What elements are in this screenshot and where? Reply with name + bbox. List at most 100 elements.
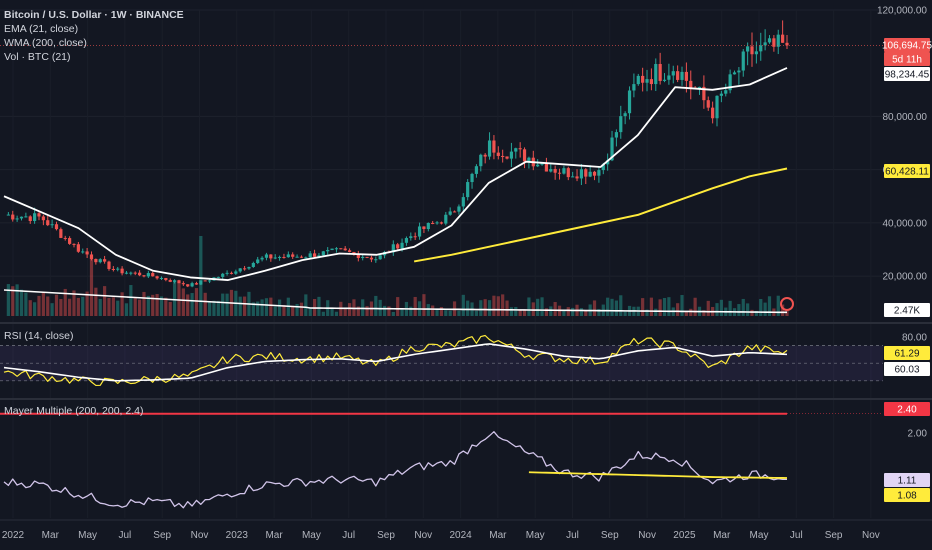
volume-bar xyxy=(553,302,557,316)
volume-bar xyxy=(549,306,553,316)
volume-bar xyxy=(41,292,45,316)
candle-body xyxy=(724,90,728,94)
volume-bar xyxy=(387,306,391,316)
time-tick-label: Mar xyxy=(42,530,60,541)
candle-body xyxy=(107,261,111,269)
volume-bar xyxy=(308,307,312,316)
candle-body xyxy=(781,34,785,43)
volume-bar xyxy=(422,294,426,316)
volume-bar xyxy=(347,303,352,316)
volume-bar xyxy=(785,309,789,316)
candle-body xyxy=(505,156,509,159)
volume-bar xyxy=(527,297,531,316)
candle-body xyxy=(763,42,767,46)
volume-bar xyxy=(597,308,601,316)
volume-bar xyxy=(207,301,212,316)
candle-body xyxy=(330,248,334,251)
time-tick-label: Mar xyxy=(265,530,283,541)
volume-bar xyxy=(11,286,15,316)
candle-body xyxy=(273,257,277,259)
volume-legend[interactable]: Vol · BTC (21) xyxy=(4,51,71,63)
volume-bar xyxy=(242,296,247,316)
candle-body xyxy=(737,70,741,73)
candle-body xyxy=(772,38,776,47)
time-tick-label: May xyxy=(750,530,769,541)
volume-value-tag: 2.47K xyxy=(894,306,920,317)
wma-line xyxy=(413,167,788,263)
time-tick-label: 2025 xyxy=(673,530,696,541)
time-tick-label: Mar xyxy=(713,530,731,541)
candle-body xyxy=(28,216,32,222)
candle-body xyxy=(470,173,474,183)
rsi-line xyxy=(3,334,788,387)
indicator-lines xyxy=(0,45,883,281)
alert-marker-icon[interactable] xyxy=(780,297,794,311)
volume-bar xyxy=(509,307,514,316)
candle-body xyxy=(151,273,155,277)
ema-legend[interactable]: EMA (21, close) xyxy=(4,23,79,35)
candle-body xyxy=(277,256,282,258)
price-tick-label: 40,000.00 xyxy=(883,218,928,229)
volume-bar xyxy=(89,258,94,316)
volume-bar xyxy=(562,309,566,316)
volume-bar xyxy=(133,297,137,316)
candle-body xyxy=(304,257,308,259)
volume-bar xyxy=(592,300,597,316)
volume-bar xyxy=(365,306,369,316)
time-tick-label: Nov xyxy=(862,530,880,541)
volume-bar xyxy=(81,296,85,316)
candle-body xyxy=(269,254,273,259)
candle-body xyxy=(177,280,181,284)
mayer-ma-value-tag-bg xyxy=(884,488,930,502)
volume-bar xyxy=(391,311,395,316)
volume-bar xyxy=(606,297,610,316)
candle-body xyxy=(509,151,514,159)
volume-bar xyxy=(291,305,295,316)
candle-body xyxy=(194,283,199,285)
candle-body xyxy=(264,254,269,258)
volume-bar xyxy=(142,291,146,316)
volume-bar xyxy=(72,290,76,316)
volume-bar xyxy=(181,288,185,316)
volume-bar xyxy=(282,305,286,316)
volume-bar xyxy=(680,295,684,316)
rsi-ma-value-tag-bg xyxy=(884,362,930,376)
candle-body xyxy=(369,257,374,260)
rsi-value-tag-bg xyxy=(884,346,930,360)
candle-body xyxy=(776,34,780,47)
candle-body xyxy=(111,268,115,270)
candle-body xyxy=(378,255,382,260)
volume-bar xyxy=(361,299,365,316)
rsi-ma-line xyxy=(3,343,788,382)
volume-bar xyxy=(273,306,277,316)
volume-bar xyxy=(85,291,89,316)
candle-body xyxy=(645,79,649,83)
volume-bar xyxy=(719,299,723,316)
symbol-title[interactable]: Bitcoin / U.S. Dollar · 1W · BINANCE xyxy=(4,9,184,21)
volume-bars xyxy=(3,236,789,316)
volume-bar xyxy=(256,301,260,316)
candle-body xyxy=(391,244,395,253)
candle-body xyxy=(706,100,710,108)
candle-body xyxy=(33,213,37,222)
wma-legend[interactable]: WMA (200, close) xyxy=(4,37,87,49)
candle-body xyxy=(413,236,417,238)
candle-body xyxy=(181,283,185,285)
volume-bar xyxy=(566,307,570,316)
candle-body xyxy=(571,176,575,178)
volume-bar xyxy=(619,295,623,316)
volume-bar xyxy=(212,300,216,316)
volume-bar xyxy=(706,300,710,316)
volume-bar xyxy=(299,302,304,316)
mayer-legend[interactable]: Mayer Multiple (200, 200, 2.4) xyxy=(4,405,144,417)
volume-bar xyxy=(277,299,282,316)
volume-bar xyxy=(225,293,229,316)
volume-bar xyxy=(614,300,619,316)
volume-ma-line xyxy=(3,289,788,314)
candle-body xyxy=(37,213,41,217)
rsi-legend[interactable]: RSI (14, close) xyxy=(4,330,74,342)
candle-body xyxy=(579,169,584,179)
time-tick-label: Jul xyxy=(790,530,803,541)
volume-bar xyxy=(343,307,347,316)
